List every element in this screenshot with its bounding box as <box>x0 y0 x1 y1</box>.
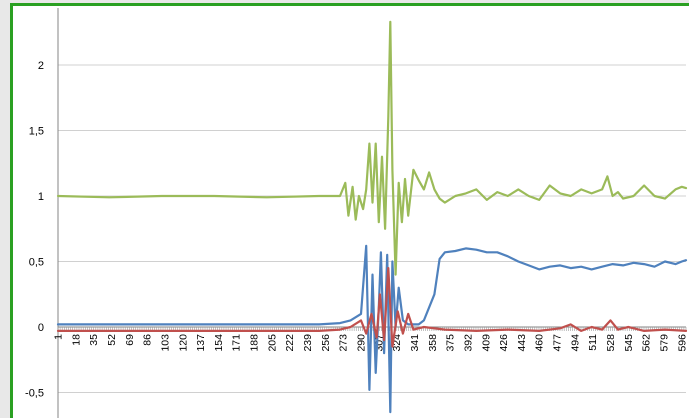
series-lines <box>56 20 688 414</box>
x-tick-label: 392 <box>462 334 474 352</box>
x-tick-label: 528 <box>605 334 617 352</box>
x-tick-label: 494 <box>569 334 581 352</box>
x-tick-label: 426 <box>498 334 510 352</box>
x-tick-label: 1 <box>53 334 65 340</box>
x-tick-label: 86 <box>142 334 154 346</box>
x-tick-label: 35 <box>88 334 100 346</box>
x-tick-label: 358 <box>427 334 439 352</box>
x-tick-label: 18 <box>70 334 82 346</box>
y-tick-label: 0 <box>38 322 44 334</box>
x-tick-label: 103 <box>159 334 171 352</box>
x-tick-label: 171 <box>231 334 243 352</box>
x-tick-label: 562 <box>641 334 653 352</box>
y-tick-label: 1 <box>38 191 44 203</box>
x-tick-label: 443 <box>516 334 528 352</box>
x-tick-label: 596 <box>676 334 688 352</box>
series-line-0 <box>56 20 688 276</box>
left-strip <box>0 0 10 418</box>
x-tick-label: 137 <box>195 334 207 352</box>
x-tick-label: 256 <box>320 334 332 352</box>
x-tick-label: 188 <box>249 334 261 352</box>
x-tick-label: 222 <box>284 334 296 352</box>
x-tick-label: 477 <box>552 334 564 352</box>
y-tick-label: -0,5 <box>25 388 44 400</box>
y-axis: -0,5 0 0,5 1 1,5 2 <box>25 8 59 418</box>
x-tick-label: 69 <box>124 334 136 346</box>
x-tick-label: 120 <box>177 334 189 352</box>
series-line-1 <box>56 244 688 414</box>
x-tick-label: 460 <box>534 334 546 352</box>
x-tick-label: 52 <box>106 334 118 346</box>
x-tick-label: 154 <box>213 334 225 352</box>
x-tick-label: 205 <box>266 334 278 352</box>
y-tick-label: 1,5 <box>29 126 44 138</box>
series-line-2 <box>56 267 688 348</box>
x-tick-label: 375 <box>445 334 457 352</box>
selection-border <box>10 3 689 418</box>
y-tick-label: 2 <box>38 60 44 72</box>
x-tick-label: 290 <box>355 334 367 352</box>
x-tick-label: 511 <box>587 334 599 351</box>
top-strip <box>0 0 689 3</box>
x-tick-label: 545 <box>623 334 635 352</box>
y-tick-label: 0,5 <box>29 257 44 269</box>
x-tick-label: 341 <box>409 334 421 352</box>
x-tick-label: 239 <box>302 334 314 352</box>
x-tick-label: 409 <box>480 334 492 352</box>
x-tick-label: 273 <box>338 334 350 352</box>
x-tick-label: 579 <box>658 334 670 352</box>
